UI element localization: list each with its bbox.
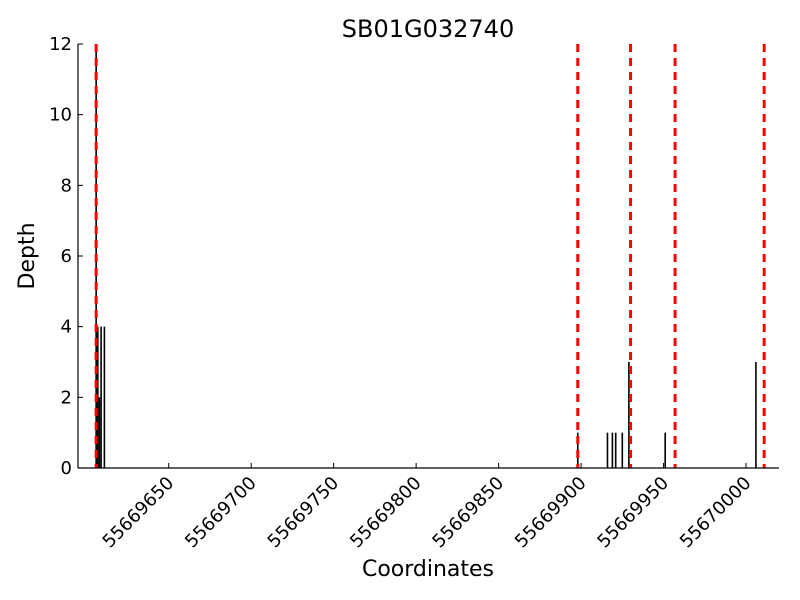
x-tick-label: 55669850 xyxy=(428,473,508,553)
x-tick-label: 55669950 xyxy=(593,473,673,553)
chart-title: SB01G032740 xyxy=(342,15,514,43)
x-tick-label: 55669800 xyxy=(346,473,426,553)
vline-group xyxy=(94,44,766,468)
depth-bar xyxy=(628,362,630,468)
depth-bar xyxy=(103,326,106,468)
depth-bar xyxy=(664,432,666,468)
y-ticks: 0 2 4 6 8 10 12 xyxy=(49,34,83,479)
depth-bar xyxy=(96,326,99,468)
depth-bar xyxy=(606,432,609,468)
depth-bar xyxy=(100,326,102,468)
x-ticks: 55669650 55669700 55669750 55669800 55669850… xyxy=(99,463,756,552)
bar-group xyxy=(95,44,757,468)
x-tick-label: 55669750 xyxy=(264,473,344,553)
y-tick-label: 6 xyxy=(61,246,72,267)
depth-bar xyxy=(611,432,614,468)
depth-bar xyxy=(98,397,101,468)
y-tick-label: 0 xyxy=(61,458,72,479)
y-tick-label: 4 xyxy=(61,317,72,338)
x-tick-label: 55669700 xyxy=(181,473,261,553)
depth-bar xyxy=(621,432,624,468)
y-tick-label: 12 xyxy=(49,34,72,55)
y-axis-label: Depth xyxy=(15,222,40,289)
y-tick-label: 2 xyxy=(61,387,72,408)
y-tick-label: 10 xyxy=(49,105,72,126)
y-tick-label: 8 xyxy=(61,175,72,196)
x-tick-label: 55669650 xyxy=(99,473,179,553)
x-tick-label: 55670000 xyxy=(676,473,756,553)
x-tick-label: 55669900 xyxy=(511,473,591,553)
x-axis-label: Coordinates xyxy=(362,557,494,582)
depth-bar xyxy=(614,432,617,468)
depth-bar xyxy=(755,362,757,468)
